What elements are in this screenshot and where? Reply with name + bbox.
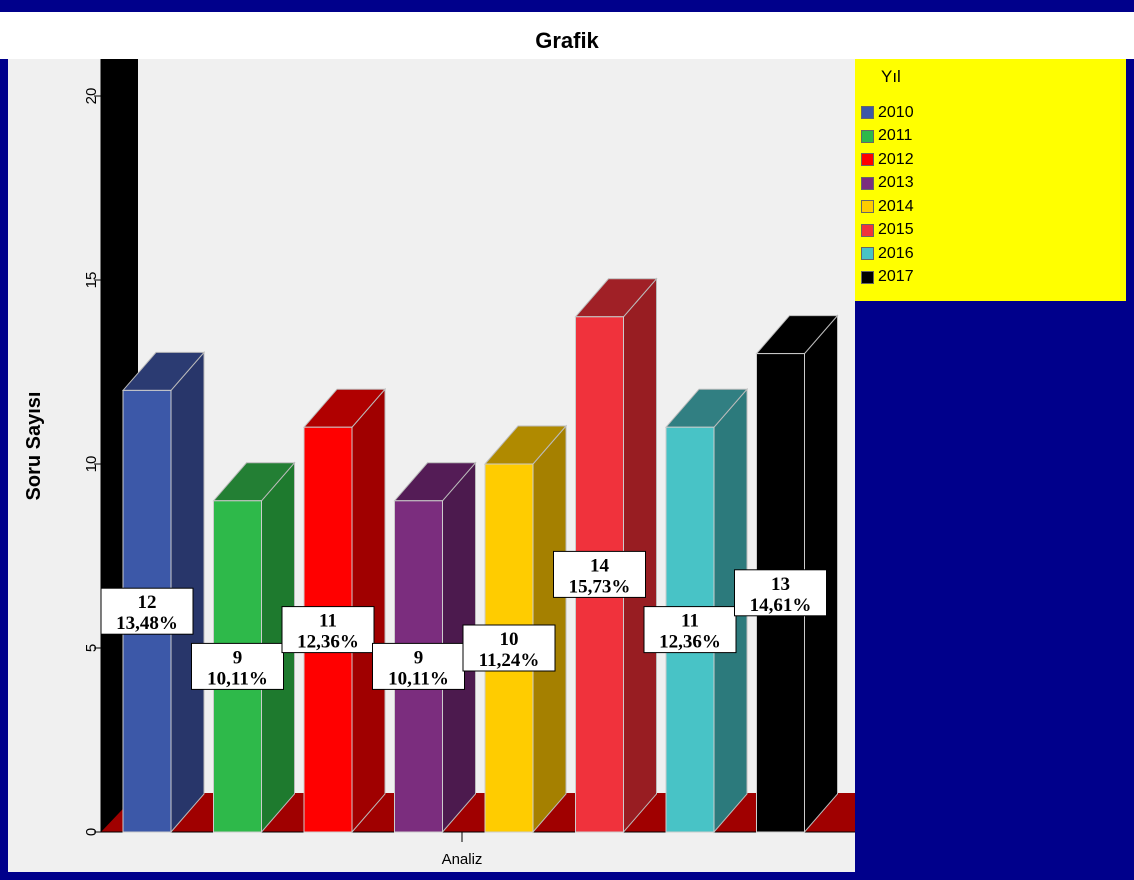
legend-item-2010: 2010: [861, 101, 1126, 125]
legend-item-2016: 2016: [861, 242, 1126, 266]
legend-label: 2017: [878, 268, 914, 286]
data-label-box: [281, 606, 375, 654]
data-label-value: 10: [500, 629, 519, 650]
data-label-percent: 10,11%: [207, 668, 268, 689]
legend-label: 2012: [878, 150, 914, 168]
y-tick-label: 20: [83, 88, 100, 105]
y-tick-label: 0: [83, 828, 100, 836]
data-label-percent: 10,11%: [388, 668, 449, 689]
data-label-box: [100, 587, 194, 635]
legend-label: 2014: [878, 197, 914, 215]
data-label-value: 11: [681, 611, 699, 632]
data-label-box: [462, 624, 556, 672]
legend-swatch: [861, 106, 874, 120]
legend-items: 2010 2011 2012 2013 2014 2015 2016 2017: [861, 101, 1126, 289]
legend-label: 2015: [878, 221, 914, 239]
legend-item-2017: 2017: [861, 266, 1126, 290]
frame-right-edge: [1126, 59, 1134, 301]
legend-item-2015: 2015: [861, 219, 1126, 243]
data-label-value: 12: [138, 592, 157, 613]
legend-swatch: [861, 200, 874, 214]
data-label-value: 11: [319, 611, 337, 632]
legend-item-2011: 2011: [861, 125, 1126, 149]
legend-swatch: [861, 176, 874, 190]
y-tick-label: 5: [83, 644, 100, 652]
data-label-percent: 14,61%: [750, 595, 812, 616]
data-label-2013: 910,11%: [372, 642, 465, 690]
data-label-value: 9: [414, 647, 424, 668]
legend-item-2013: 2013: [861, 172, 1126, 196]
chart-title: Grafik: [535, 28, 599, 53]
legend-swatch: [861, 270, 874, 284]
legend-swatch: [861, 223, 874, 237]
legend-swatch: [861, 153, 874, 167]
x-category-label: Analiz: [442, 851, 483, 868]
frame-bottom: [0, 872, 1134, 880]
data-label-value: 9: [233, 647, 243, 668]
legend-swatch: [861, 129, 874, 143]
data-label-box: [553, 550, 646, 598]
data-label-value: 14: [590, 555, 610, 576]
legend-swatch: [861, 247, 874, 261]
data-label-box: [372, 642, 465, 690]
legend-label: 2011: [878, 127, 913, 145]
data-label-percent: 12,36%: [659, 632, 721, 653]
legend-label: 2013: [878, 174, 914, 192]
legend-label: 2010: [878, 103, 914, 121]
data-label-percent: 13,48%: [116, 613, 178, 634]
legend-title: Yıl: [881, 67, 901, 86]
frame-right-panel: [855, 301, 1134, 880]
data-label-percent: 15,73%: [569, 576, 631, 597]
data-label-box: [191, 642, 284, 690]
data-label-2011: 910,11%: [191, 642, 284, 690]
data-label-percent: 12,36%: [297, 632, 359, 653]
data-label-box: [643, 606, 737, 654]
y-tick-label: 15: [83, 272, 100, 289]
legend-item-2014: 2014: [861, 195, 1126, 219]
data-label-value: 13: [771, 574, 790, 595]
top-frame-bar: [0, 0, 1134, 12]
data-label-box: [734, 569, 827, 617]
frame-left: [0, 59, 8, 880]
legend-item-2012: 2012: [861, 148, 1126, 172]
legend-label: 2016: [878, 244, 914, 262]
legend: Yıl 2010 2011 2012 2013 2014 2015 2016 2017: [855, 59, 1126, 301]
y-tick-label: 10: [83, 456, 100, 473]
y-axis-label: Soru Sayısı: [23, 392, 45, 501]
data-label-percent: 11,24%: [479, 650, 540, 671]
